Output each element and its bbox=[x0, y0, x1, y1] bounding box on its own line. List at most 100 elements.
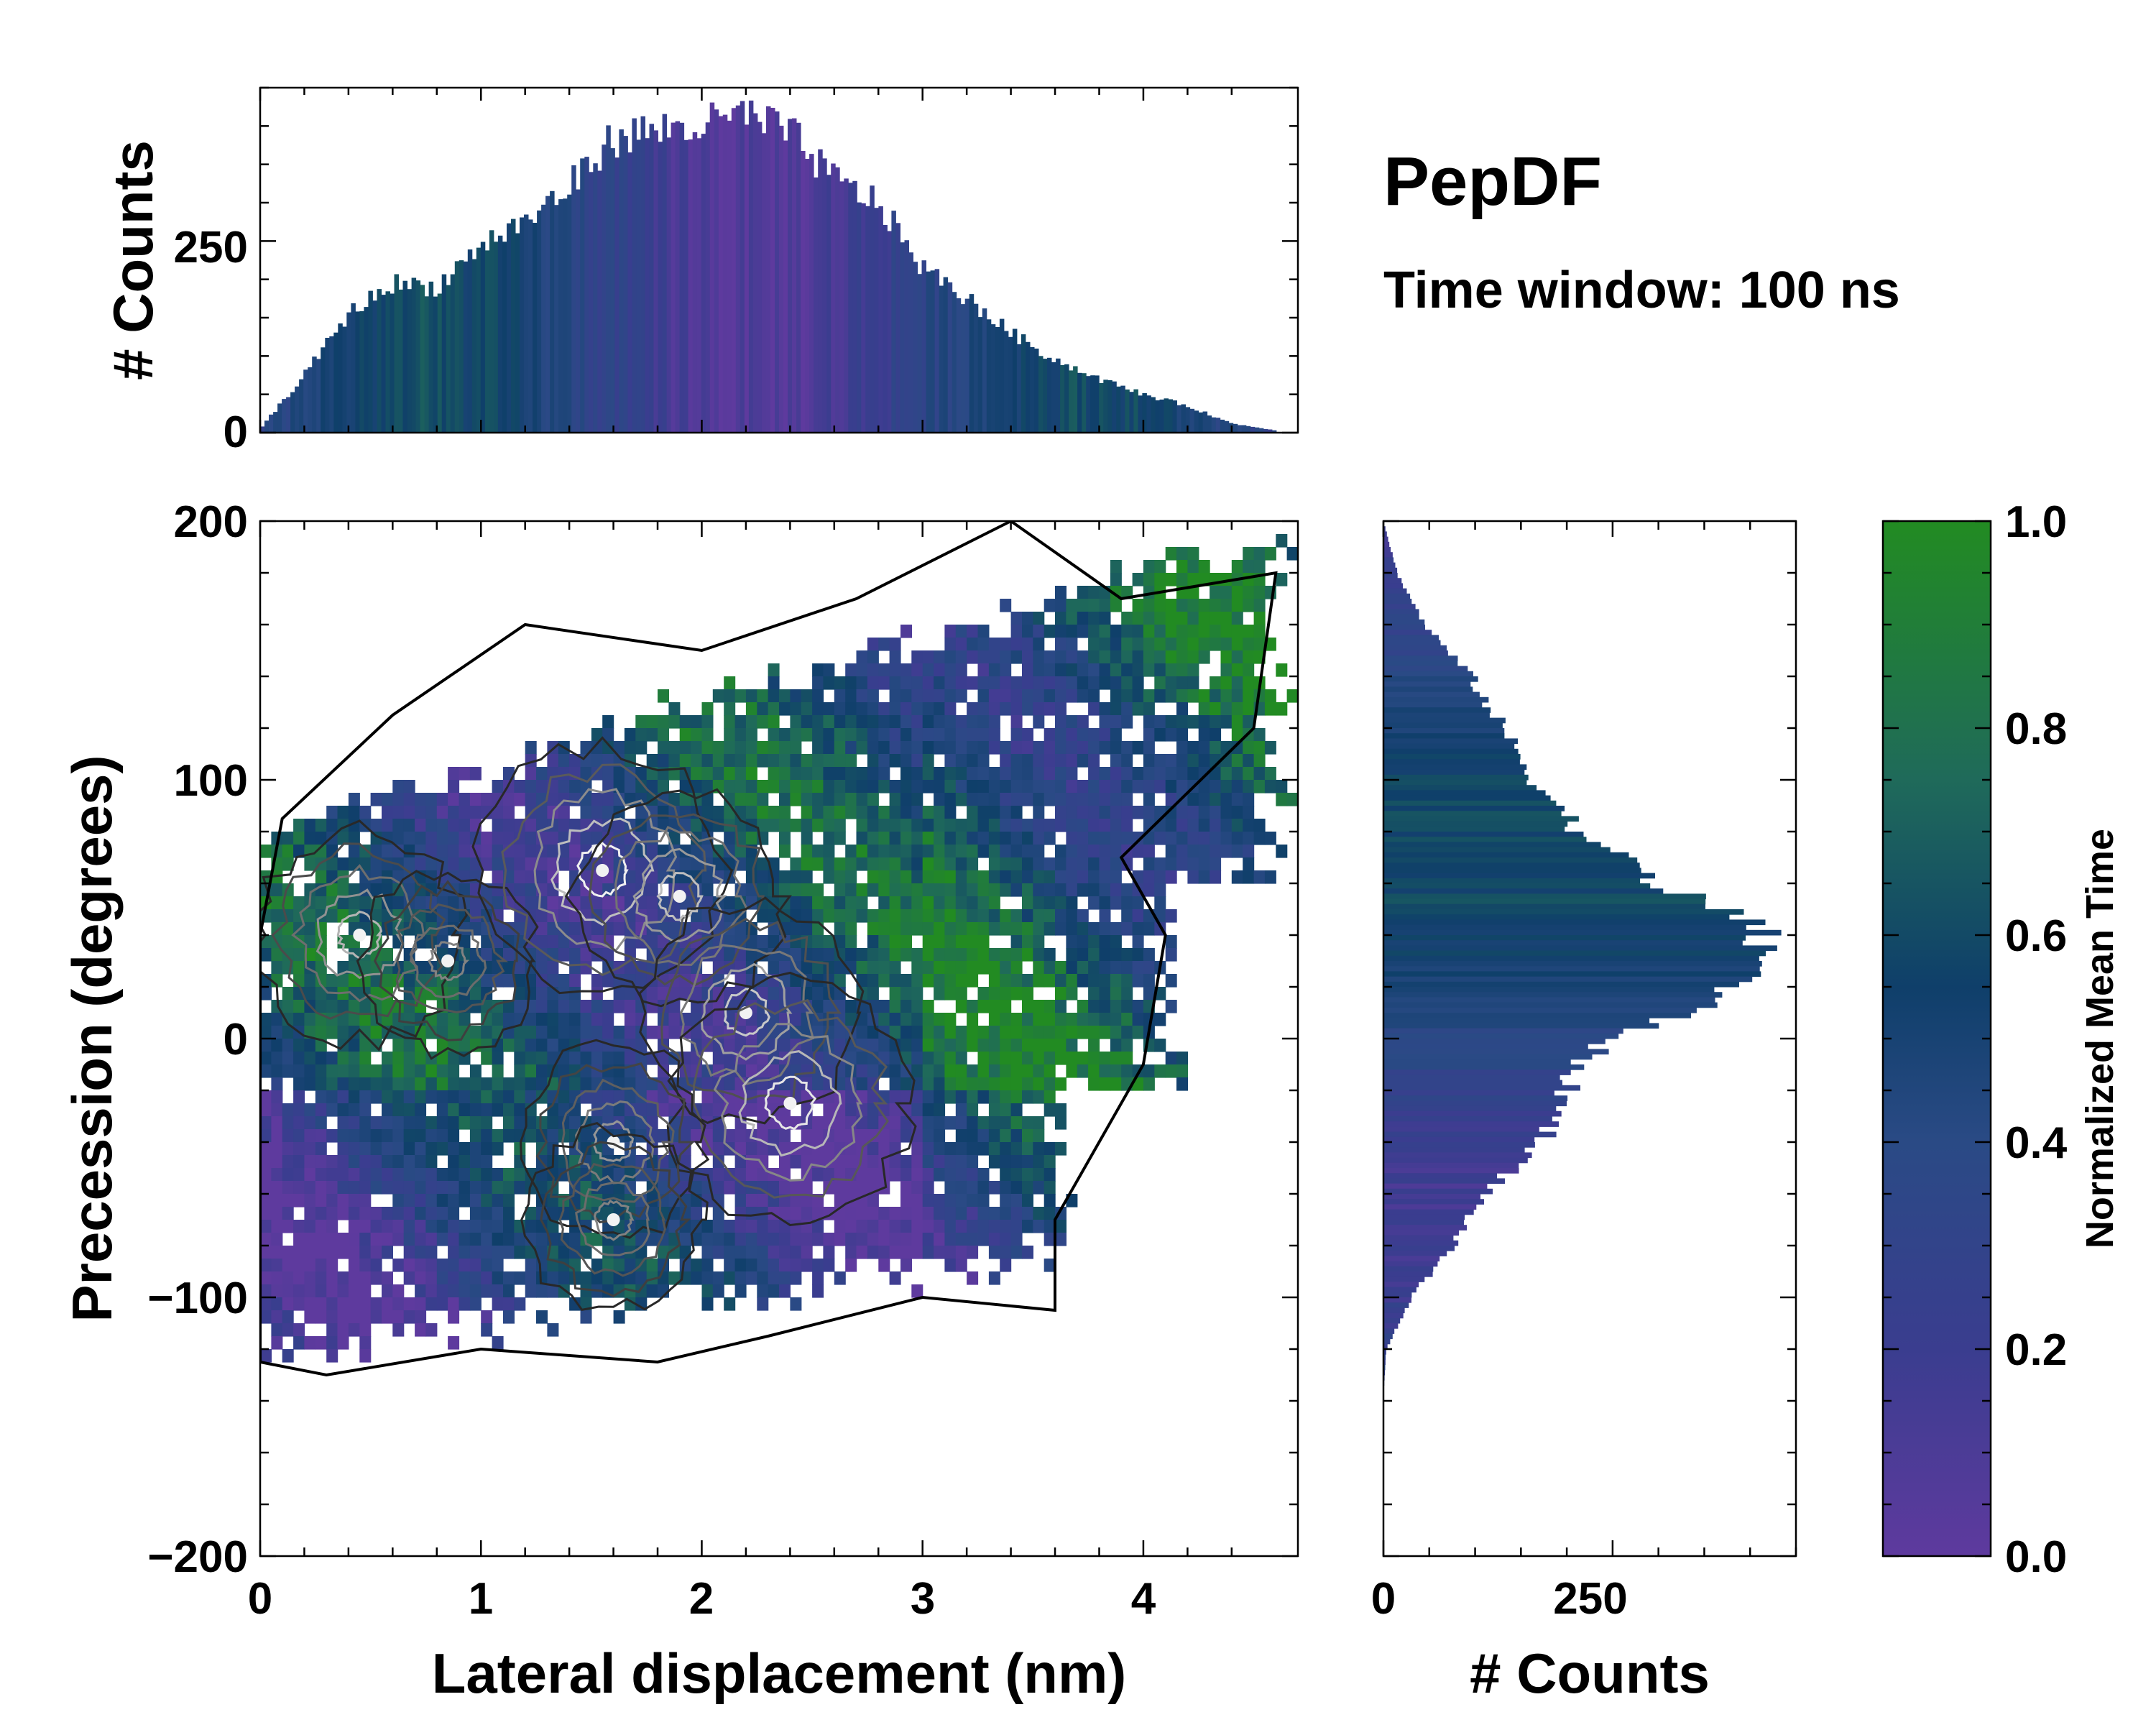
heatmap-cell bbox=[812, 987, 824, 1000]
heatmap-cell bbox=[293, 1103, 305, 1117]
heatmap-cell bbox=[536, 1310, 548, 1324]
colorbar-tick-0-6: 0.6 bbox=[2005, 911, 2067, 961]
heatmap-cell bbox=[1088, 806, 1100, 819]
heatmap-cell bbox=[701, 870, 714, 884]
heatmap-cell bbox=[779, 1284, 791, 1298]
heatmap-cell bbox=[701, 702, 714, 716]
heatmap-cell bbox=[260, 935, 272, 949]
heatmap-cell bbox=[1121, 767, 1133, 781]
heatmap-cell bbox=[1276, 702, 1288, 716]
heatmap-cell bbox=[1066, 935, 1078, 949]
heatmap-cell bbox=[436, 832, 448, 845]
heatmap-cell bbox=[337, 896, 349, 910]
top-histogram-bar bbox=[1254, 427, 1260, 433]
heatmap-cell bbox=[293, 1233, 305, 1246]
heatmap-cell bbox=[900, 676, 912, 690]
heatmap-cell bbox=[481, 793, 493, 806]
heatmap-cell bbox=[955, 1246, 967, 1259]
heatmap-cell bbox=[646, 715, 658, 729]
heatmap-cell bbox=[525, 1233, 537, 1246]
heatmap-cell bbox=[1033, 922, 1045, 936]
heatmap-cell bbox=[724, 1129, 736, 1143]
heatmap-cell bbox=[459, 935, 471, 949]
heatmap-cell bbox=[934, 1090, 946, 1104]
heatmap-cell bbox=[856, 1026, 868, 1039]
heatmap-cell bbox=[878, 728, 890, 742]
heatmap-cell bbox=[812, 780, 824, 794]
contour-line bbox=[666, 971, 917, 1227]
heatmap-cell bbox=[525, 1259, 537, 1272]
heatmap-cell bbox=[878, 638, 890, 651]
heatmap-cell bbox=[492, 1207, 504, 1220]
heatmap-cell bbox=[337, 1064, 349, 1078]
heatmap-cell bbox=[1143, 1064, 1155, 1078]
heatmap-cell bbox=[1077, 870, 1089, 884]
heatmap-cell bbox=[569, 819, 581, 832]
heatmap-cell bbox=[1099, 599, 1111, 612]
contour-line bbox=[575, 1100, 655, 1184]
heatmap-cell bbox=[1000, 1052, 1012, 1065]
heatmap-cell bbox=[613, 1026, 625, 1039]
top-histogram-bar bbox=[908, 252, 913, 433]
heatmap-cell bbox=[934, 1194, 946, 1208]
heatmap-cell bbox=[911, 715, 923, 729]
heatmap-cell bbox=[745, 1168, 757, 1182]
heatmap-cell bbox=[1099, 935, 1111, 949]
heatmap-cell bbox=[812, 1000, 824, 1013]
heatmap-cell bbox=[779, 1129, 791, 1143]
heatmap-cell bbox=[337, 1323, 349, 1337]
heatmap-cell bbox=[768, 702, 780, 716]
top-histogram-bar bbox=[921, 260, 926, 433]
heatmap-cell bbox=[436, 1207, 448, 1220]
heatmap-cell bbox=[823, 793, 835, 806]
heatmap-cell bbox=[823, 754, 835, 768]
heatmap-cell bbox=[370, 1181, 382, 1195]
heatmap-cell bbox=[547, 1129, 559, 1143]
heatmap-cell bbox=[1121, 741, 1133, 755]
heatmap-cell bbox=[845, 845, 857, 858]
contour-line bbox=[428, 941, 470, 981]
heatmap-cell bbox=[889, 832, 901, 845]
heatmap-cell bbox=[911, 1181, 923, 1195]
heatmap-cell bbox=[967, 1168, 979, 1182]
heatmap-cell bbox=[900, 1077, 912, 1091]
heatmap-cell bbox=[1055, 922, 1067, 936]
right-histogram-bar bbox=[1383, 837, 1587, 842]
heatmap-cell bbox=[834, 1129, 846, 1143]
heatmap-cell bbox=[1022, 948, 1033, 962]
heatmap-cell bbox=[1099, 780, 1111, 794]
heatmap-cell bbox=[1121, 909, 1133, 923]
heatmap-cell bbox=[1022, 870, 1033, 884]
top-histogram-bar bbox=[463, 261, 469, 433]
heatmap-cell bbox=[1000, 638, 1012, 651]
heatmap-cell bbox=[1077, 935, 1089, 949]
top-histogram: 0 250 # Counts bbox=[101, 86, 1299, 457]
heatmap-cell bbox=[370, 1116, 382, 1130]
top-histogram-bar bbox=[467, 249, 473, 433]
heatmap-cell bbox=[801, 702, 813, 716]
heatmap-cell bbox=[536, 896, 548, 910]
heatmap-cell bbox=[934, 806, 946, 819]
right-histogram-bar bbox=[1383, 1100, 1567, 1107]
heatmap-cell bbox=[934, 961, 946, 975]
right-histogram-bar bbox=[1383, 764, 1527, 770]
heatmap-cell bbox=[856, 883, 868, 897]
heatmap-cell bbox=[878, 1246, 890, 1259]
heatmap-cell bbox=[889, 1064, 901, 1078]
heatmap-cell bbox=[745, 767, 757, 781]
heatmap-cell bbox=[1055, 663, 1067, 677]
heatmap-cell bbox=[922, 806, 934, 819]
heatmap-cell bbox=[934, 715, 946, 729]
heatmap-cell bbox=[878, 1052, 890, 1065]
heatmap-cell bbox=[934, 857, 946, 871]
heatmap-cell bbox=[1000, 1194, 1012, 1208]
heatmap-cell bbox=[734, 935, 747, 949]
heatmap-cell bbox=[260, 948, 272, 962]
heatmap-cell bbox=[536, 935, 548, 949]
heatmap-cell bbox=[944, 1220, 957, 1233]
heatmap-cell bbox=[1044, 1142, 1056, 1156]
heatmap-cell bbox=[1143, 883, 1155, 897]
heatmap-cell bbox=[1154, 754, 1166, 768]
heatmap-cell bbox=[1010, 832, 1023, 845]
heatmap-cell bbox=[955, 857, 967, 871]
